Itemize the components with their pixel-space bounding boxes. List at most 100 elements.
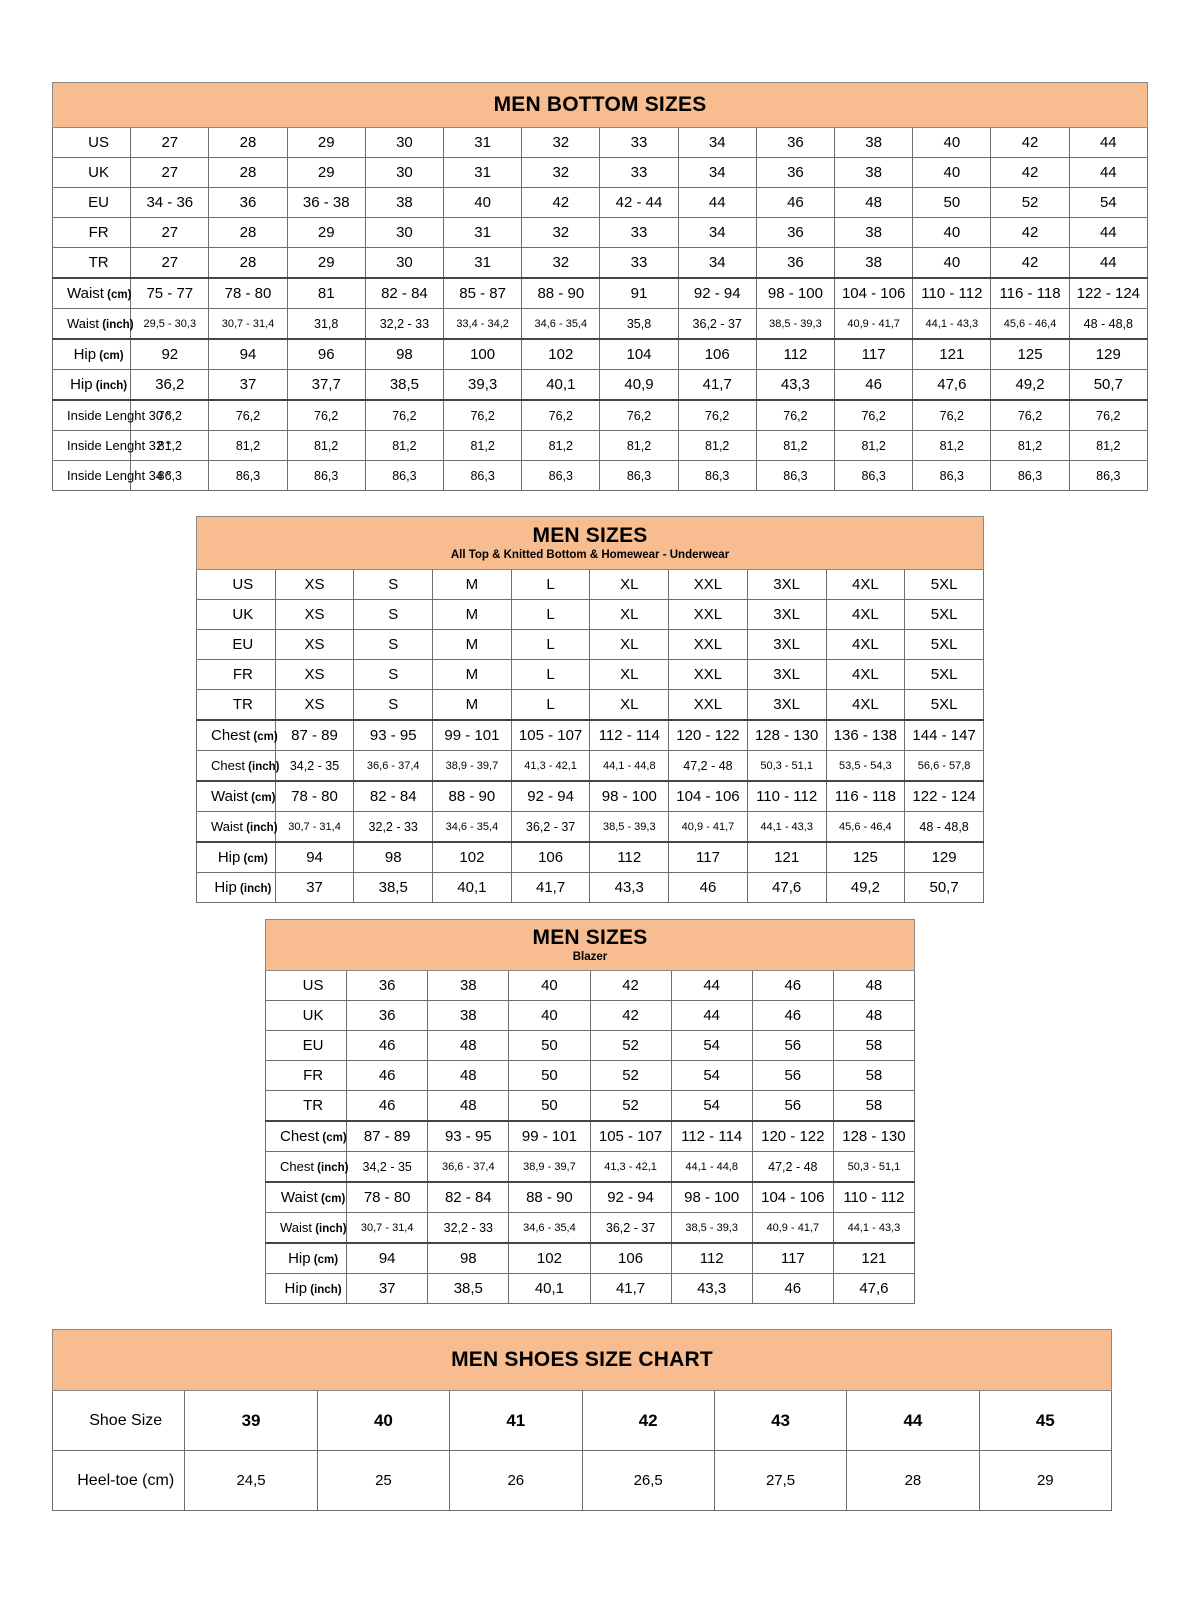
table-cell: 50,7 <box>904 872 984 903</box>
table-cell: 29 <box>286 217 366 248</box>
table-cell: 94 <box>346 1242 429 1274</box>
table-cell: 30 <box>364 157 445 188</box>
row-label-text: EU <box>302 1037 324 1054</box>
table-cell: 32 <box>521 217 601 248</box>
table-cell: 32 <box>521 127 601 158</box>
table-cell: 82 - 84 <box>427 1181 510 1213</box>
table-cell: 44 <box>846 1390 980 1451</box>
table-cell: 36 <box>208 187 288 218</box>
table-cell: 98 <box>427 1242 510 1274</box>
table-row: EU 46 48 50 52 54 56 58 <box>264 1030 916 1061</box>
table-cell: 32 <box>521 157 601 188</box>
table-row: TR 46 48 50 52 54 56 58 <box>264 1090 916 1122</box>
table-cell: 87 - 89 <box>274 719 355 751</box>
table-cell: 36 <box>755 157 836 188</box>
table-cell: 54 <box>670 1090 753 1122</box>
table-cell: XXL <box>668 689 748 721</box>
table-cell: 40,9 <box>599 369 679 401</box>
table-cell: 45,6 - 46,4 <box>990 308 1070 340</box>
men-bottom-sizes-table: MEN BOTTOM SIZES US 27 28 29 30 31 32 33 34 36 38 40… <box>51 82 1149 491</box>
table-body: MEN SHOES SIZE CHART Shoe Size 39 40 41 42 43 4… <box>51 1329 1113 1511</box>
table-cell: 98 - 100 <box>755 277 836 309</box>
table-cell: 50,3 - 51,1 <box>746 750 827 782</box>
row-label: Waist (cm) <box>264 1181 348 1213</box>
row-label-unit: (inch) <box>99 319 134 331</box>
table-cell: 48 <box>834 187 914 218</box>
row-label-unit: (cm) <box>247 792 276 804</box>
row-label: Hip (inch) <box>51 369 132 401</box>
table-cell: 106 <box>589 1242 672 1274</box>
table-cell: 36,2 - 37 <box>677 308 757 340</box>
table-cell: S <box>353 659 434 690</box>
table-body: MEN SIZES All Top & Knitted Bottom & Home… <box>196 516 984 903</box>
table-cell: 46 <box>751 1000 834 1031</box>
table-cell: 36 <box>346 1000 429 1031</box>
table-cell: 46 <box>751 970 834 1001</box>
table-title-banner: MEN SIZES Blazer <box>265 919 915 971</box>
row-label: Chest (cm) <box>264 1120 348 1152</box>
table-cell: 48 <box>832 1000 916 1031</box>
table-cell: 34,2 - 35 <box>346 1151 429 1183</box>
row-label-text: US <box>232 576 254 593</box>
table-cell: L <box>510 659 591 690</box>
table-row: Waist (inch) 29,5 - 30,3 30,7 - 31,4 31,8 32… <box>51 308 1149 340</box>
table-row: EU 34 - 36 36 36 - 38 38 40 42 42 - 44 44 46 48 50 5… <box>51 187 1149 218</box>
row-label-text: Heel-toe (cm) <box>77 1471 175 1489</box>
table-cell: 30 <box>364 127 445 158</box>
table-cell: 40 <box>912 157 992 188</box>
table-cell: 30,7 - 31,4 <box>274 811 355 843</box>
table-row: FR 27 28 29 30 31 32 33 34 36 38 40 42 44 <box>51 217 1149 248</box>
table-cell: 5XL <box>904 599 984 630</box>
table-cell: 52 <box>589 1090 672 1122</box>
table-cell: 4XL <box>825 629 906 660</box>
table-cell: XL <box>589 569 670 600</box>
table-cell: 81,2 <box>208 430 288 461</box>
table-cell: 81,2 <box>286 430 366 461</box>
table-cell: 81,2 <box>912 430 992 461</box>
table-cell: 76,2 <box>599 399 679 431</box>
table-cell: 28 <box>846 1450 980 1511</box>
row-label-unit: (cm) <box>250 731 278 743</box>
table-cell: 56 <box>751 1090 834 1122</box>
table-cell: 106 <box>677 338 757 370</box>
row-label-text: Waist <box>67 316 100 331</box>
table-cell: 28 <box>208 247 288 279</box>
table-cell: 104 - 106 <box>668 780 748 812</box>
table-cell: 81,2 <box>599 430 679 461</box>
table-cell: 34,6 - 35,4 <box>521 308 601 340</box>
row-label: Inside Lenght 34 “ <box>51 460 171 491</box>
table-cell: 39,3 <box>443 369 523 401</box>
row-label: FR <box>51 217 132 248</box>
row-label: Hip (cm) <box>264 1242 348 1274</box>
table-title: MEN BOTTOM SIZES <box>493 93 707 117</box>
row-label-unit: (inch) <box>236 883 272 895</box>
table-row: US 36 38 40 42 44 46 48 <box>264 970 916 1001</box>
row-label-text: Hip <box>214 879 237 896</box>
table-cell: 36 <box>346 970 429 1001</box>
table-row: Chest (cm) 87 - 89 93 - 95 99 - 101 105 - 10… <box>264 1120 916 1152</box>
table-cell: 81,2 <box>834 430 914 461</box>
row-label: Waist (cm) <box>51 277 131 309</box>
row-label-unit: (inch) <box>243 822 278 834</box>
table-cell: 42 <box>581 1390 715 1451</box>
table-cell: 42 <box>990 217 1070 248</box>
row-label-text: FR <box>303 1067 324 1084</box>
table-cell: 36 - 38 <box>286 187 366 218</box>
table-cell: 75 - 77 <box>130 277 210 309</box>
row-label-text: Waist <box>280 1189 318 1206</box>
table-cell: 39 <box>184 1390 318 1451</box>
table-cell: 81,2 <box>521 430 601 461</box>
table-cell: 76,2 <box>912 399 992 431</box>
table-row: Heel-toe (cm) 24,5 25 26 26,5 27,5 28 29 <box>51 1450 1113 1511</box>
table-cell: 86,3 <box>208 460 288 491</box>
table-cell: M <box>432 689 512 721</box>
table-title-banner: MEN BOTTOM SIZES <box>52 82 1148 128</box>
table-cell: 37 <box>346 1273 429 1304</box>
table-cell: 93 - 95 <box>353 719 434 751</box>
table-cell: 44 <box>677 187 757 218</box>
table-cell: XS <box>274 659 355 690</box>
row-label-unit: (cm) <box>319 1132 347 1144</box>
table-cell: 42 <box>521 187 601 218</box>
table-cell: 52 <box>589 1030 672 1061</box>
row-label-text: FR <box>88 224 109 241</box>
